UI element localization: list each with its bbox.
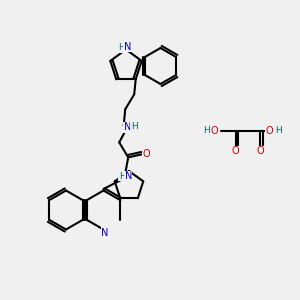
Text: H: H [119, 172, 126, 181]
Text: O: O [266, 125, 273, 136]
Text: H: H [118, 44, 125, 52]
Text: H: H [204, 126, 210, 135]
Text: N: N [124, 122, 131, 132]
Text: O: O [256, 146, 264, 157]
Text: H: H [276, 126, 282, 135]
Text: N: N [101, 227, 109, 238]
Text: H: H [131, 122, 138, 131]
Text: N: N [124, 171, 132, 181]
Text: O: O [211, 125, 218, 136]
Text: O: O [142, 149, 150, 159]
Text: N: N [124, 41, 131, 52]
Text: O: O [232, 146, 239, 157]
